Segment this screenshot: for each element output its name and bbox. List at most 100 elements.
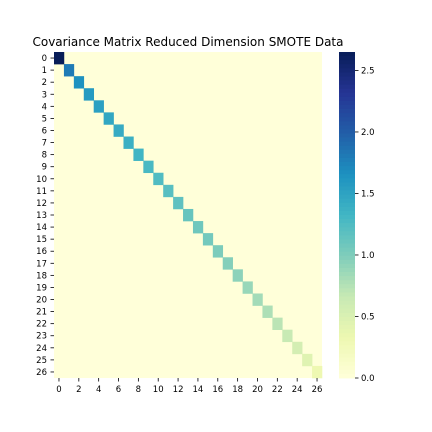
heatmap-cell-diagonal-24: [292, 341, 303, 355]
colorbar-segment: [339, 145, 355, 151]
colorbar-segment: [339, 276, 355, 281]
x-tick-label: 2: [76, 385, 81, 395]
colorbar-segment: [339, 182, 355, 187]
x-tick-label: 12: [173, 385, 184, 395]
y-tick-label: 25: [36, 356, 47, 366]
colorbar-tick-label: 2.5: [361, 66, 375, 76]
colorbar-segment: [339, 56, 355, 61]
y-tick-label: 20: [36, 296, 47, 306]
colorbar-segment: [339, 194, 355, 200]
x-tick-label: 4: [96, 385, 101, 395]
colorbar-segment: [339, 149, 355, 155]
colorbar-segment: [339, 361, 355, 367]
heatmap-cell-diagonal-26: [312, 365, 323, 379]
colorbar-segment: [339, 369, 355, 375]
colorbar-segment: [339, 129, 355, 134]
colorbar-segment: [339, 109, 355, 114]
colorbar-tick-label: 1.0: [361, 251, 375, 261]
colorbar-segment: [339, 137, 355, 143]
y-tick-label: 19: [36, 283, 47, 293]
heatmap-cell-diagonal-22: [272, 317, 283, 330]
colorbar-segment: [339, 345, 355, 350]
heatmap-cells: [54, 52, 323, 379]
heatmap-cell-diagonal-20: [252, 293, 263, 306]
heatmap-cell-diagonal-10: [153, 172, 164, 186]
y-tick-label: 8: [42, 151, 47, 161]
colorbar-segment: [339, 174, 355, 179]
heatmap-cell-diagonal-11: [163, 184, 174, 198]
colorbar-segment: [339, 341, 355, 346]
colorbar-segment: [339, 300, 355, 306]
colorbar-segment: [339, 231, 355, 236]
heatmap-cell-diagonal-0: [54, 52, 65, 65]
colorbar-segment: [339, 84, 355, 90]
y-tick-label: 26: [36, 368, 47, 378]
colorbar-segment: [339, 312, 355, 318]
chart-title: Covariance Matrix Reduced Dimension SMOT…: [32, 35, 343, 49]
colorbar-segment: [339, 80, 355, 86]
colorbar-segment: [339, 190, 355, 196]
colorbar-segment: [339, 304, 355, 310]
colorbar-segment: [339, 296, 355, 301]
colorbar-segment: [339, 235, 355, 240]
x-tick-label: 0: [56, 385, 61, 395]
colorbar-segment: [339, 329, 355, 334]
x-tick-label: 26: [312, 385, 323, 395]
colorbar-segment: [339, 353, 355, 359]
heatmap-cell-diagonal-1: [63, 64, 75, 77]
colorbar-segment: [339, 219, 355, 224]
colorbar-segment: [339, 202, 355, 208]
x-tick-label: 24: [292, 385, 303, 395]
colorbar-tick-label: 0.0: [361, 374, 375, 384]
heatmap-cell-diagonal-2: [73, 76, 85, 89]
colorbar-segment: [339, 186, 355, 191]
colorbar-segment: [339, 227, 355, 232]
y-tick-label: 2: [42, 78, 47, 88]
colorbar-segment: [339, 92, 355, 98]
y-tick-label: 7: [42, 139, 47, 149]
heatmap-cell-diagonal-17: [222, 257, 233, 270]
y-tick-label: 13: [36, 211, 47, 221]
colorbar-segment: [339, 125, 355, 130]
y-axis-ticks: 0123456789101112131415161718192021222324…: [36, 54, 54, 378]
colorbar-tick-label: 0.5: [361, 312, 375, 322]
colorbar-segment: [339, 64, 355, 69]
colorbar-segment: [339, 113, 355, 118]
colorbar-segment: [339, 243, 355, 249]
heatmap-cell-diagonal-3: [83, 88, 95, 101]
x-axis-ticks: 0 2 4 6 8 10 12 14 16 18 20 22 24 26: [56, 378, 322, 395]
y-tick-label: 12: [36, 199, 47, 209]
x-tick-label: 8: [136, 385, 141, 395]
x-tick-label: 22: [272, 385, 283, 395]
colorbar-tick-label: 1.5: [361, 189, 375, 199]
x-tick-label: 14: [193, 385, 204, 395]
colorbar-segment: [339, 141, 355, 147]
colorbar-segment: [339, 210, 355, 216]
colorbar-segment: [339, 178, 355, 183]
colorbar-segment: [339, 206, 355, 212]
colorbar-segment: [339, 198, 355, 204]
colorbar-segment: [339, 316, 355, 322]
heatmap-cell-diagonal-12: [173, 196, 184, 210]
colorbar-ticks: 0.0 0.5 1.0 1.5 2.0 2.5: [355, 66, 375, 384]
colorbar-segment: [339, 308, 355, 314]
colorbar-segment: [339, 121, 355, 126]
colorbar-segment: [339, 337, 355, 342]
colorbar-segment: [339, 100, 355, 106]
colorbar-segment: [339, 259, 355, 265]
colorbar-segment: [339, 333, 355, 338]
heatmap-cell-diagonal-19: [242, 281, 253, 294]
colorbar-segment: [339, 117, 355, 122]
colorbar-segment: [339, 325, 355, 330]
colorbar-segment: [339, 292, 355, 297]
x-tick-label: 20: [252, 385, 263, 395]
y-tick-label: 21: [36, 308, 47, 318]
y-tick-label: 18: [36, 271, 47, 281]
colorbar-segment: [339, 68, 355, 73]
y-tick-label: 3: [42, 90, 47, 100]
heatmap-cell-diagonal-18: [232, 269, 243, 282]
y-tick-label: 6: [42, 126, 47, 136]
y-tick-label: 14: [36, 223, 47, 233]
x-tick-label: 18: [232, 385, 243, 395]
